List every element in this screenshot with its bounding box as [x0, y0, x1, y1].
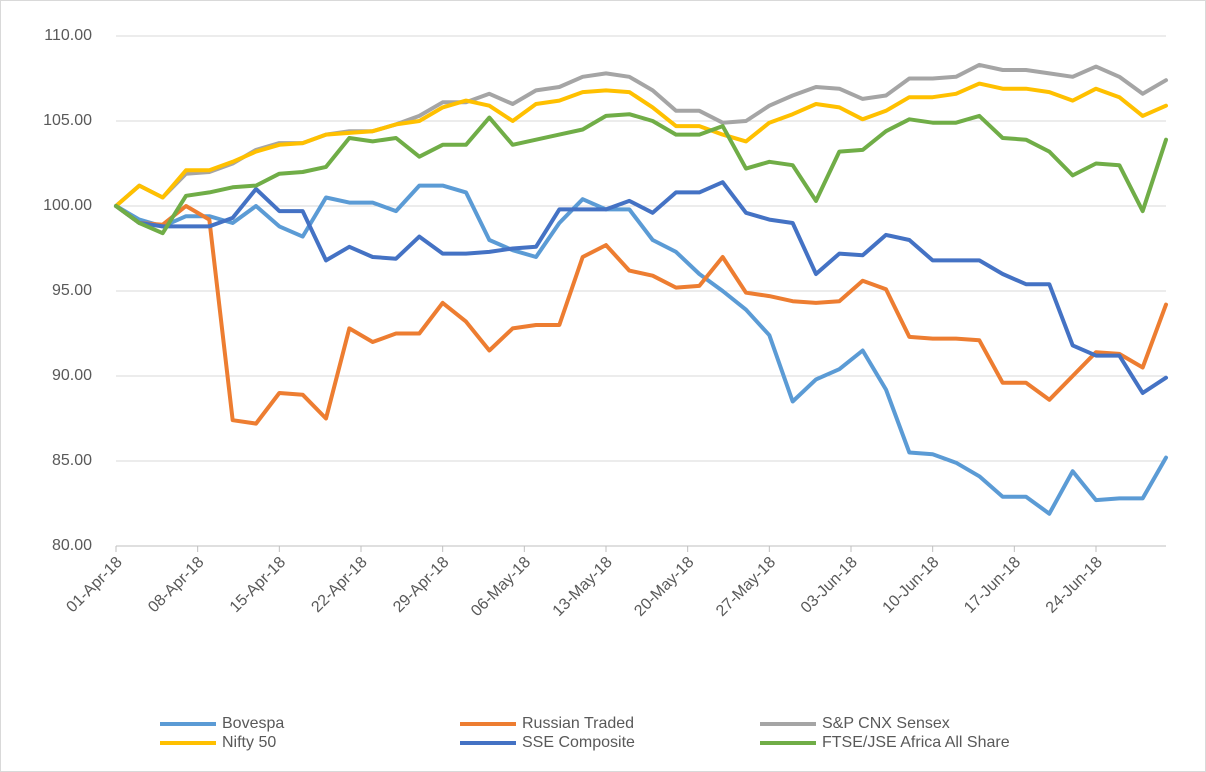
legend-label: SSE Composite	[522, 734, 635, 751]
y-tick-label: 95.00	[52, 282, 92, 299]
series-line	[114, 183, 1168, 516]
y-tick-label: 80.00	[52, 537, 92, 554]
legend: Bovespa Russian Traded S&P CNX Sensex Nifty…	[160, 715, 1010, 751]
legend-label: FTSE/JSE Africa All Share	[822, 734, 1010, 751]
y-tick-label: 110.00	[44, 27, 92, 44]
y-tick-label: 85.00	[52, 452, 92, 469]
legend-label: Nifty 50	[222, 734, 276, 751]
series-line	[114, 81, 1168, 208]
legend-label: Bovespa	[222, 715, 284, 732]
legend-label: S&P CNX Sensex	[822, 715, 950, 732]
y-tick-label: 100.00	[43, 197, 92, 214]
y-tick-label: 105.00	[43, 112, 92, 129]
y-tick-label: 90.00	[52, 367, 92, 384]
legend-label: Russian Traded	[522, 715, 634, 732]
lines	[114, 62, 1168, 516]
series-line	[114, 112, 1168, 236]
series-line	[114, 180, 1168, 395]
series-line	[114, 204, 1168, 426]
